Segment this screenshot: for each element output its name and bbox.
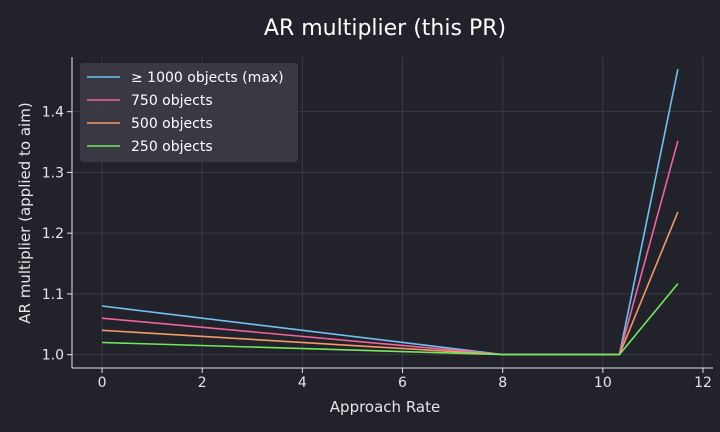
y-tick-label: 1.2	[42, 226, 64, 242]
legend-entry: ≥ 1000 objects (max)	[131, 70, 284, 86]
chart-title: AR multiplier (this PR)	[264, 16, 506, 41]
x-axis-label: Approach Rate	[330, 398, 440, 416]
legend-box	[80, 63, 298, 162]
series-line	[101, 283, 679, 356]
y-tick-label: 1.3	[42, 165, 64, 181]
x-tick-label: 10	[594, 375, 612, 391]
x-tick-label: 0	[98, 375, 107, 391]
y-tick-label: 1.4	[42, 105, 64, 121]
x-tick-label: 2	[198, 375, 207, 391]
x-tick-label: 4	[298, 375, 307, 391]
legend-entry: 250 objects	[131, 139, 213, 155]
legend-entry: 750 objects	[131, 93, 213, 109]
legend: ≥ 1000 objects (max) 750 objects 500 objec…	[80, 63, 298, 162]
y-tick-label: 1.0	[42, 348, 64, 364]
x-tick-label: 6	[398, 375, 407, 391]
x-tick-label: 8	[498, 375, 507, 391]
series-lines	[101, 68, 679, 356]
y-tick-label: 1.1	[42, 287, 64, 303]
legend-entry: 500 objects	[131, 116, 213, 132]
axes: 0 2 4 6 8 10 12 1.0 1.1 1.2 1.3 1.4	[42, 57, 713, 391]
y-axis-label: AR multiplier (applied to aim)	[16, 102, 34, 323]
x-tick-label: 12	[694, 375, 712, 391]
